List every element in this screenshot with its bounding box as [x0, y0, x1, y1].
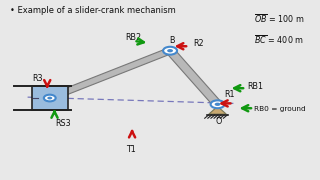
Polygon shape: [209, 106, 226, 114]
Bar: [32, 86, 68, 110]
Text: R3: R3: [32, 74, 43, 83]
Circle shape: [44, 95, 56, 101]
Text: RS3: RS3: [55, 119, 71, 128]
Text: $\overline{OB}$ = 100 m: $\overline{OB}$ = 100 m: [254, 12, 305, 25]
Text: • Example of a slider-crank mechanism: • Example of a slider-crank mechanism: [10, 6, 176, 15]
Text: RB2: RB2: [126, 33, 142, 42]
Text: O: O: [215, 117, 222, 126]
Text: C: C: [48, 93, 52, 99]
Circle shape: [163, 47, 177, 55]
Circle shape: [211, 100, 225, 108]
Circle shape: [215, 103, 220, 106]
Circle shape: [167, 49, 173, 52]
Text: R1: R1: [225, 90, 235, 99]
Text: $\overline{BC}$ = 400 m: $\overline{BC}$ = 400 m: [254, 33, 304, 46]
Polygon shape: [165, 50, 222, 105]
Text: T1: T1: [127, 145, 136, 154]
Circle shape: [47, 97, 52, 99]
Text: B: B: [169, 36, 174, 45]
Polygon shape: [47, 48, 173, 100]
Text: RB0 = ground: RB0 = ground: [254, 106, 306, 112]
Text: RB1: RB1: [248, 82, 264, 91]
Text: R2: R2: [193, 39, 204, 48]
